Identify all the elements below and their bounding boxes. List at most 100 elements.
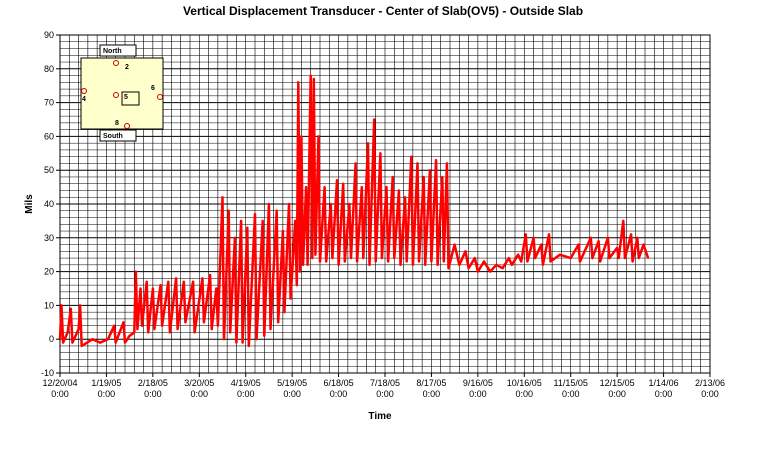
data-point [217,324,219,327]
y-tick-label: 0 [49,334,54,344]
data-point [642,243,645,246]
data-point [381,257,383,259]
data-point [221,196,224,198]
data-point [139,287,142,290]
data-point [234,237,236,239]
data-point [80,345,83,347]
inset-marker-5 [113,92,119,98]
data-point [254,213,256,215]
inset-label-4: 4 [82,96,86,103]
data-point [282,230,284,232]
inset-label-6: 6 [151,85,155,92]
data-point [534,257,536,259]
data-point [362,257,365,259]
data-point [429,169,431,171]
y-tick-label: 20 [44,267,54,277]
data-point [305,186,307,188]
data-point [235,341,238,344]
x-axis-label: Time [368,411,392,422]
data-point [622,220,625,222]
data-point [599,260,601,263]
data-point [62,341,64,344]
data-point [79,304,81,307]
inset-north-label: North [103,48,122,55]
data-point [354,162,357,165]
data-point [209,274,211,276]
inset-label-2: 2 [125,64,129,71]
x-tick-label: 4/19/05 [231,378,261,388]
data-point [122,321,125,324]
data-point [263,335,266,337]
data-point [590,237,592,239]
data-point [435,159,437,161]
data-point [422,176,425,178]
y-tick-label: -10 [41,368,54,378]
y-tick-label: 60 [44,131,54,141]
data-point [446,162,448,165]
data-point [638,257,640,259]
data-point [210,328,213,330]
data-point [289,297,292,300]
x-tick-label: 5/19/05 [277,378,307,388]
data-point [176,328,179,330]
data-point [246,226,249,229]
data-point [391,176,394,178]
x-tick-label: 2/18/05 [138,378,168,388]
data-point [608,257,611,259]
data-point [240,220,242,222]
inset-marker-6 [157,94,163,100]
data-point [348,203,351,205]
data-point [436,264,439,266]
y-tick-label: 80 [44,64,54,74]
data-point [113,324,115,327]
data-point [624,257,626,259]
x-axis: 12/20/040:001/19/050:002/18/050:003/20/0… [42,373,725,399]
y-tick-label: 50 [44,165,54,175]
series-group [58,74,650,348]
data-point [297,81,300,84]
data-point [60,304,63,307]
x-tick-label-time: 0:00 [98,389,116,399]
data-point [379,152,382,155]
data-point [368,264,371,266]
data-point [296,284,298,286]
data-point [520,260,522,263]
data-point [193,331,196,334]
data-point [227,210,230,212]
data-point [616,247,618,249]
data-point [299,270,301,273]
data-point [441,176,444,178]
data-point [269,328,272,330]
data-point [525,233,527,236]
data-point [350,257,352,259]
data-point [331,257,334,259]
data-point [577,243,580,246]
data-point [579,260,581,263]
data-point [474,257,476,259]
x-tick-label: 8/17/05 [416,378,446,388]
data-point [215,287,218,290]
y-tick-label: 10 [44,300,54,310]
data-point [418,260,420,263]
data-point [532,237,535,239]
data-point [229,331,231,334]
x-tick-label-time: 0:00 [701,389,719,399]
data-point [356,260,358,263]
data-point [183,280,185,283]
data-point [508,257,510,259]
data-point [617,257,620,259]
data-point [255,338,258,341]
data-point [517,253,519,256]
x-tick-label: 3/20/05 [184,378,214,388]
slab-layout-inset: North South 2 4 5 6 8 [80,44,164,142]
data-point [495,264,498,266]
y-tick-label: 40 [44,199,54,209]
data-point [300,135,303,138]
inset-south-label: South [103,133,123,140]
data-point [501,267,504,270]
data-point [540,243,543,246]
data-point [467,267,470,270]
x-tick-label: 2/13/06 [695,378,725,388]
data-point [147,331,149,334]
data-point [631,260,634,263]
